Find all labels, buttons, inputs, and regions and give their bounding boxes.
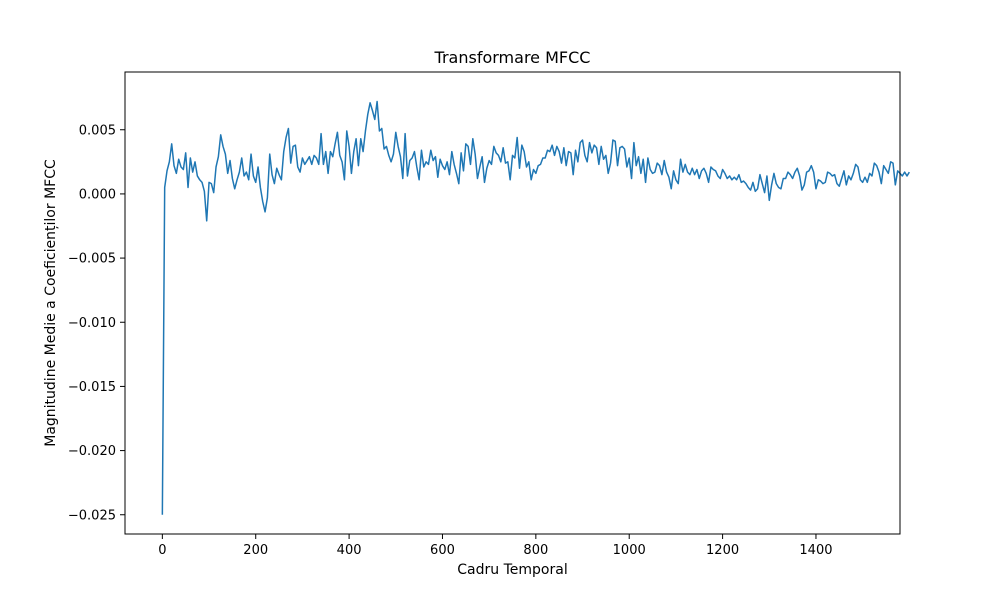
y-tick-label: −0.015	[68, 380, 116, 395]
y-axis: −0.025 −0.020 −0.015 −0.010 −0.005 0.000 0.005	[68, 123, 125, 523]
x-tick-label: 0	[158, 543, 166, 558]
x-axis: 0 200 400 600 800 1000 1200 1400	[158, 534, 833, 558]
y-tick-label: −0.025	[68, 508, 116, 523]
plot-area	[161, 100, 910, 515]
x-tick-label: 200	[243, 543, 268, 558]
series-line-0	[161, 100, 910, 515]
x-tick-label: 400	[337, 543, 362, 558]
y-tick-label: −0.020	[68, 444, 116, 459]
x-tick-label: 600	[430, 543, 455, 558]
y-tick-label: −0.010	[68, 316, 116, 331]
chart-title: Transformare MFCC	[434, 48, 591, 67]
x-tick-label: 1400	[799, 543, 832, 558]
axes-frame	[124, 71, 901, 535]
y-tick-label: 0.000	[79, 187, 116, 202]
y-tick-label: −0.005	[68, 252, 116, 267]
y-axis-label: Magnitudine Medie a Coeficienților MFCC	[43, 159, 59, 447]
x-axis-label: Cadru Temporal	[457, 562, 567, 578]
y-tick-label: 0.005	[79, 123, 116, 138]
x-tick-label: 800	[523, 543, 548, 558]
x-tick-label: 1000	[613, 543, 646, 558]
x-tick-label: 1200	[706, 543, 739, 558]
